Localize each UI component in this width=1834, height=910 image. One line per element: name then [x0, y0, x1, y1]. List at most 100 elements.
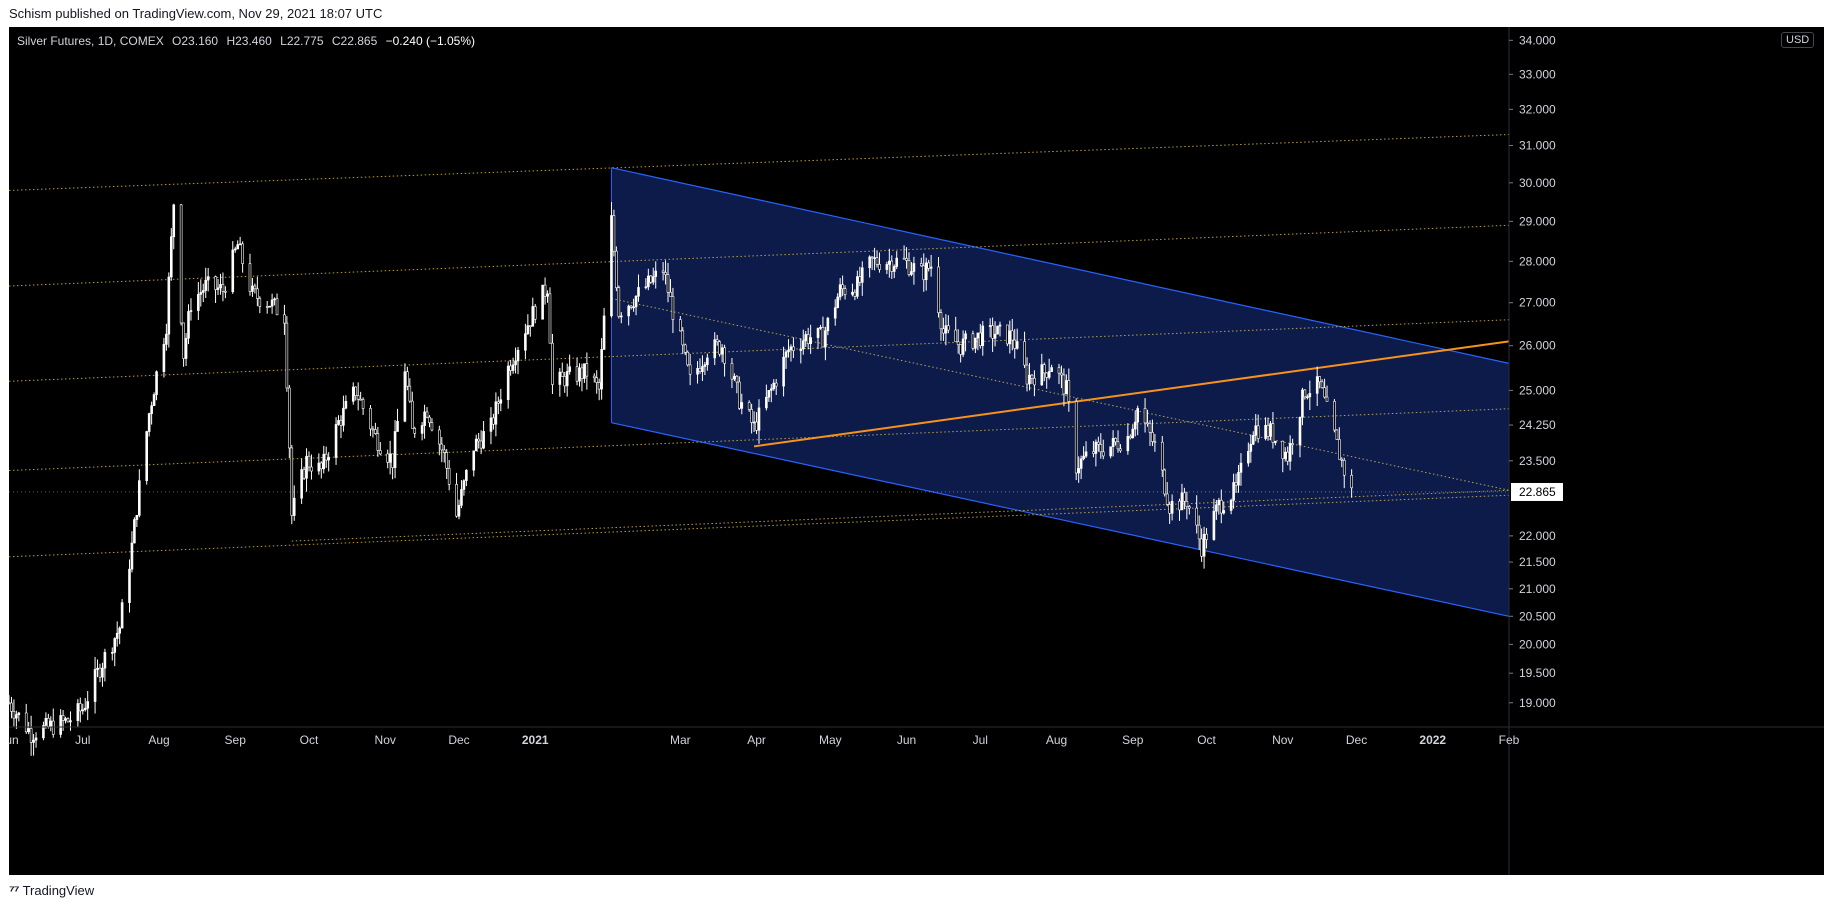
- candle: [1180, 483, 1184, 511]
- candle: [851, 283, 854, 297]
- x-tick-label[interactable]: Jun: [9, 733, 19, 747]
- y-tick-label[interactable]: 20.000: [1519, 637, 1556, 651]
- candle: [993, 321, 997, 347]
- footer-brand[interactable]: ⁷⁷ TradingView: [9, 882, 94, 898]
- candle-body: [747, 402, 751, 410]
- candle-body: [1116, 441, 1120, 450]
- x-tick-label[interactable]: 2022: [1419, 733, 1446, 747]
- x-tick-label[interactable]: Mar: [670, 733, 691, 747]
- candle: [110, 647, 114, 661]
- trend-line[interactable]: [753, 340, 1510, 448]
- candle: [1040, 353, 1044, 386]
- candle-body: [98, 667, 102, 678]
- x-tick-label[interactable]: Aug: [148, 733, 169, 747]
- y-tick-label[interactable]: 24.250: [1519, 418, 1556, 432]
- candle: [1119, 444, 1122, 453]
- candlestick-chart[interactable]: 34.000 33.000 32.000 31.000 30.000 29.000 28.0…: [9, 27, 1824, 875]
- y-tick-label[interactable]: 19.000: [1519, 696, 1556, 710]
- x-tick-label[interactable]: Dec: [448, 733, 469, 747]
- candle: [937, 257, 940, 318]
- candle: [1153, 433, 1157, 452]
- candle: [740, 393, 744, 415]
- candle: [1251, 431, 1255, 446]
- candle: [270, 293, 274, 314]
- y-tick-label[interactable]: 21.000: [1519, 582, 1556, 596]
- candle: [730, 358, 734, 389]
- candle: [853, 289, 857, 301]
- channel-lower-line[interactable]: [611, 422, 1510, 617]
- candle-body: [929, 266, 933, 269]
- chart-panel[interactable]: 34.000 33.000 32.000 31.000 30.000 29.000 28.0…: [9, 27, 1824, 875]
- candle: [1148, 420, 1152, 446]
- x-tick-label[interactable]: Aug: [1046, 733, 1067, 747]
- x-tick-label[interactable]: Oct: [300, 733, 319, 747]
- channel-upper-line[interactable]: [611, 167, 1510, 364]
- candle-body: [69, 720, 72, 723]
- candle-body: [981, 325, 985, 346]
- x-tick-label[interactable]: Nov: [1272, 733, 1293, 747]
- candle-body: [1033, 377, 1036, 386]
- candle-body: [634, 295, 638, 308]
- y-tick-label[interactable]: 25.000: [1519, 383, 1556, 397]
- symbol-name[interactable]: Silver Futures, 1D, COMEX: [17, 34, 164, 48]
- candle: [1062, 368, 1066, 407]
- x-tick-label[interactable]: Dec: [1346, 733, 1367, 747]
- y-tick-label[interactable]: 30.000: [1519, 176, 1556, 190]
- candle: [1239, 453, 1243, 486]
- x-tick-label[interactable]: Sep: [225, 733, 247, 747]
- y-tick-label[interactable]: 33.000: [1519, 67, 1556, 81]
- x-tick-label[interactable]: Apr: [747, 733, 766, 747]
- candle-body: [956, 341, 960, 345]
- candle-body: [1067, 380, 1071, 402]
- y-tick-label[interactable]: 20.500: [1519, 609, 1556, 623]
- y-tick-label[interactable]: 28.000: [1519, 254, 1556, 268]
- axes[interactable]: 34.000 33.000 32.000 31.000 30.000 29.000 28.0…: [9, 27, 1824, 875]
- candle: [1109, 446, 1112, 459]
- candle: [236, 240, 239, 250]
- y-tick-label[interactable]: 34.000: [1519, 33, 1556, 47]
- regression-channel[interactable]: [610, 167, 1510, 617]
- candle-body: [679, 319, 682, 332]
- candle: [118, 626, 121, 645]
- y-tick-label[interactable]: 21.500: [1519, 555, 1556, 569]
- y-tick-label[interactable]: 22.000: [1519, 529, 1556, 543]
- candle-body: [61, 715, 65, 721]
- candle: [1264, 417, 1267, 441]
- candle: [438, 425, 441, 456]
- candle-body: [351, 386, 355, 402]
- candle-body: [905, 258, 908, 261]
- candle: [492, 413, 495, 430]
- x-tick-label[interactable]: Jul: [75, 733, 90, 747]
- y-tick-label[interactable]: 26.000: [1519, 339, 1556, 353]
- x-tick-label[interactable]: May: [819, 733, 842, 747]
- y-tick-label[interactable]: 27.000: [1519, 296, 1556, 310]
- x-tick-label[interactable]: Feb: [1499, 733, 1520, 747]
- y-tick-label[interactable]: 31.000: [1519, 138, 1556, 152]
- y-tick-label[interactable]: 29.000: [1519, 214, 1556, 228]
- x-tick-label[interactable]: Sep: [1122, 733, 1144, 747]
- y-tick-label[interactable]: 32.000: [1519, 102, 1556, 116]
- y-tick-label[interactable]: 19.500: [1519, 666, 1556, 680]
- x-tick-label[interactable]: Jun: [897, 733, 916, 747]
- channel-fill[interactable]: [611, 167, 1510, 617]
- x-tick-label[interactable]: Nov: [375, 733, 396, 747]
- parallel-dotted-lines[interactable]: [9, 134, 1510, 558]
- last-price-badge[interactable]: [1511, 482, 1563, 501]
- candle: [61, 710, 65, 731]
- dotted-line-0[interactable]: [9, 134, 1510, 191]
- currency-badge[interactable]: USD: [1781, 32, 1815, 48]
- x-tick-label[interactable]: 2021: [522, 733, 549, 747]
- y-tick-label[interactable]: 23.500: [1519, 454, 1556, 468]
- dotted-line-5[interactable]: [291, 489, 1510, 542]
- candle-body: [1219, 499, 1223, 514]
- candle-body: [860, 267, 864, 283]
- x-tick-label[interactable]: Oct: [1197, 733, 1216, 747]
- candle: [1333, 399, 1336, 433]
- candle-body: [482, 431, 485, 449]
- symbol-legend[interactable]: Silver Futures, 1D, COMEX O23.160 H23.46…: [17, 34, 475, 48]
- candle: [1222, 501, 1226, 515]
- x-tick-label[interactable]: Jul: [973, 733, 988, 747]
- orange-trend-line[interactable]: [753, 340, 1510, 448]
- candle-body: [66, 718, 70, 723]
- dotted-line-6[interactable]: [611, 298, 1510, 491]
